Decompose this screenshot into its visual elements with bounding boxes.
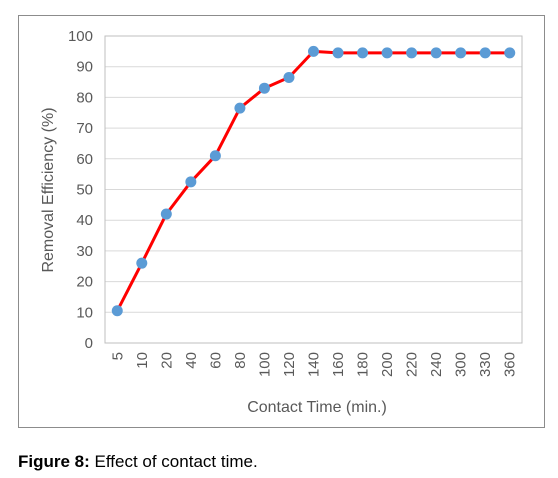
data-point [160, 208, 172, 220]
y-tick-label: 100 [68, 28, 93, 45]
series-line [115, 49, 512, 313]
x-tick-label: 120 [281, 352, 298, 377]
data-point [332, 47, 344, 59]
x-tick-label: 140 [306, 352, 323, 377]
y-tick-label: 50 [76, 182, 93, 199]
y-tick-label: 0 [85, 335, 93, 352]
data-point [504, 47, 516, 59]
data-point [357, 47, 369, 59]
caption-label: Figure 8: [18, 452, 90, 471]
plot-area-border [104, 35, 523, 344]
chart-frame: 0 10 20 30 40 50 60 70 80 90 100 5 10 20 40 60 80 100 120… [18, 15, 545, 428]
x-tick-label: 200 [379, 352, 396, 377]
data-point [258, 82, 270, 94]
y-tick-label: 90 [76, 59, 93, 76]
y-tick-label: 20 [76, 274, 93, 291]
data-point [111, 305, 123, 317]
y-tick-label: 60 [76, 151, 93, 168]
line-chart: 0 10 20 30 40 50 60 70 80 90 100 5 10 20 40 60 80 100 120… [40, 28, 523, 416]
figure-caption: Figure 8: Effect of contact time. [18, 452, 258, 472]
x-axis-title: Contact Time (min.) [247, 399, 387, 416]
data-point [479, 47, 491, 59]
data-point [308, 45, 319, 57]
x-tick-label: 100 [256, 352, 273, 377]
gridlines [104, 35, 523, 344]
x-tick-label: 220 [404, 352, 421, 377]
x-tick-label: 300 [453, 352, 470, 377]
data-point [209, 150, 221, 162]
data-point [430, 47, 442, 59]
y-tick-label: 70 [76, 120, 93, 137]
x-tick-label: 360 [502, 352, 519, 377]
data-point [234, 102, 246, 114]
caption-text: Effect of contact time. [94, 452, 258, 471]
x-tick-label: 40 [183, 352, 200, 369]
data-point [455, 47, 467, 59]
y-axis-title: Removal Efficiency (%) [40, 107, 57, 272]
y-tick-label: 80 [76, 89, 93, 106]
y-tick-label: 40 [76, 212, 93, 229]
data-point [381, 47, 393, 59]
x-tick-label: 240 [428, 352, 445, 377]
data-point [283, 71, 295, 83]
x-tick-label: 160 [330, 352, 347, 377]
x-tick-label: 10 [134, 352, 151, 369]
data-point [406, 47, 418, 59]
data-point [136, 257, 148, 269]
y-tick-label: 10 [76, 304, 93, 321]
x-tick-labels: 5 10 20 40 60 80 100 120 140 160 180 200 220 240 300 33… [109, 352, 518, 377]
data-point [185, 176, 197, 188]
x-tick-label: 80 [232, 352, 249, 369]
y-tick-labels: 0 10 20 30 40 50 60 70 80 90 100 [68, 28, 93, 352]
data-series [111, 45, 516, 317]
x-tick-label: 20 [158, 352, 175, 369]
x-tick-label: 330 [477, 352, 494, 377]
x-tick-label: 180 [355, 352, 372, 377]
x-tick-label: 60 [207, 352, 224, 369]
y-tick-label: 30 [76, 243, 93, 260]
x-tick-label: 5 [109, 352, 126, 360]
